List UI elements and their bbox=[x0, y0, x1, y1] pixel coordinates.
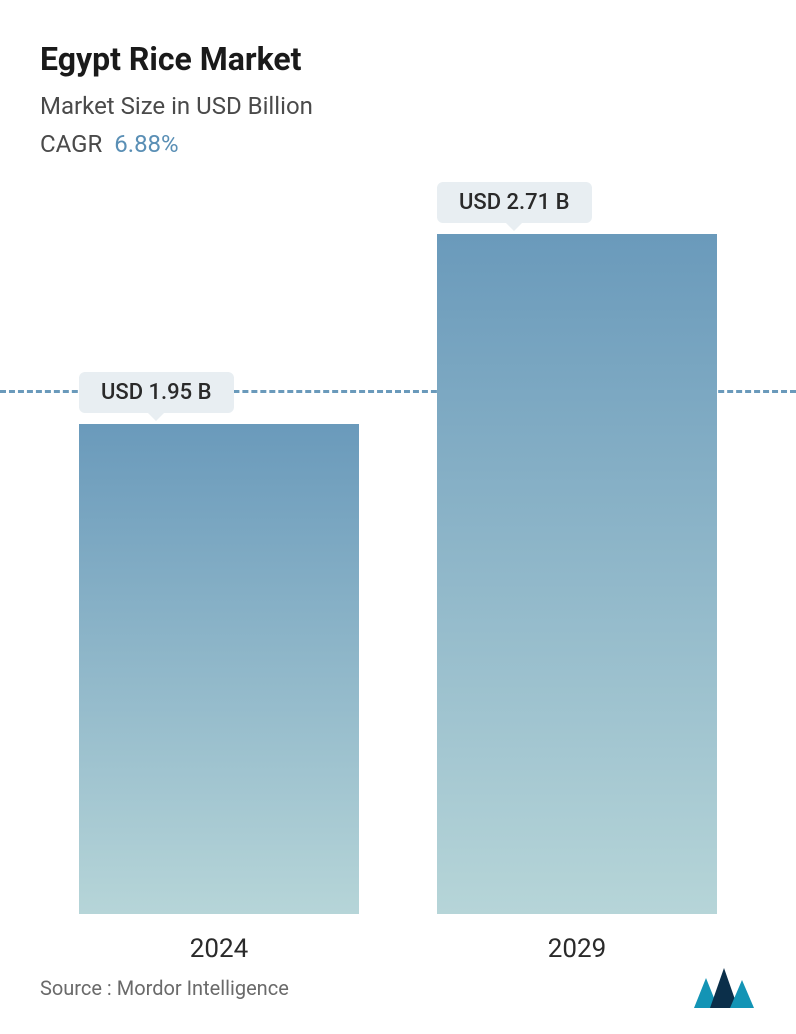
chart-area: USD 1.95 B2024 USD 2.71 B2029 bbox=[0, 200, 796, 914]
bar-group: USD 2.71 B2029 bbox=[437, 234, 717, 914]
chart-footer: Source : Mordor Intelligence bbox=[40, 968, 756, 1008]
bars-container: USD 1.95 B2024 USD 2.71 B2029 bbox=[40, 200, 756, 914]
chart-title: Egypt Rice Market bbox=[40, 40, 756, 78]
bar: USD 1.95 B bbox=[79, 424, 359, 914]
cagr-label: CAGR bbox=[40, 130, 102, 158]
source-text: Source : Mordor Intelligence bbox=[40, 976, 289, 1000]
brand-logo-icon bbox=[694, 968, 756, 1008]
category-label: 2029 bbox=[548, 934, 606, 964]
bar: USD 2.71 B bbox=[437, 234, 717, 914]
cagr-line: CAGR 6.88% bbox=[40, 130, 756, 158]
chart-header: Egypt Rice Market Market Size in USD Bil… bbox=[0, 0, 796, 158]
chart-subtitle: Market Size in USD Billion bbox=[40, 92, 756, 120]
category-label: 2024 bbox=[190, 934, 248, 964]
bar-group: USD 1.95 B2024 bbox=[79, 424, 359, 914]
cagr-value: 6.88% bbox=[114, 130, 178, 158]
value-badge: USD 2.71 B bbox=[437, 182, 592, 223]
value-badge: USD 1.95 B bbox=[79, 372, 234, 413]
